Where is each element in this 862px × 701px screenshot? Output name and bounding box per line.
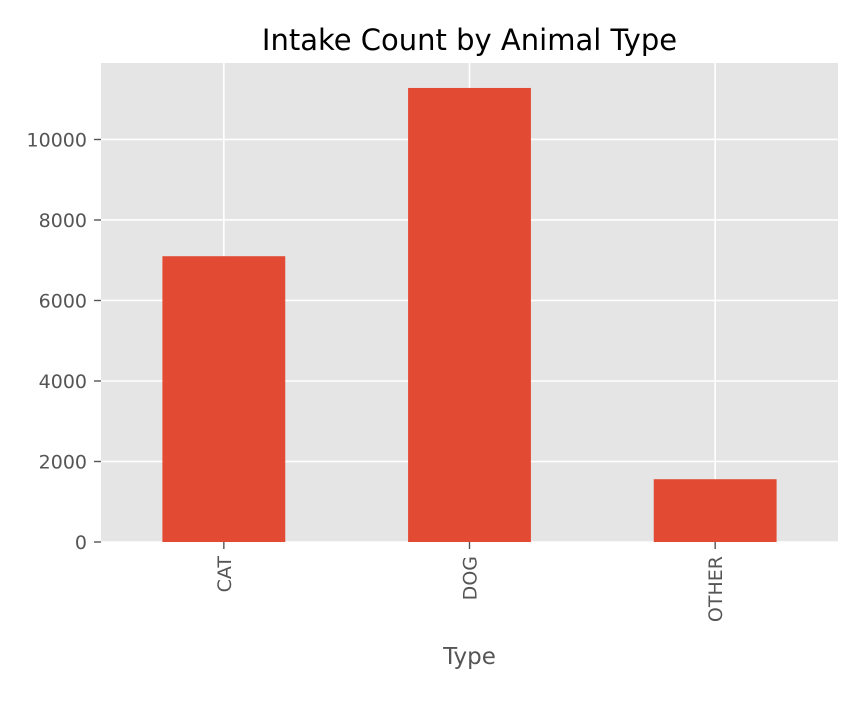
axis-ticks: 0 2000 4000 6000 8000 10000 CAT DOG OTHER [27, 129, 728, 622]
x-tick-label: DOG [460, 556, 482, 600]
y-tick-label: 8000 [39, 210, 87, 232]
y-tick-label: 0 [75, 532, 87, 554]
y-tick-label: 6000 [39, 290, 87, 312]
y-tick-label: 10000 [27, 129, 87, 151]
bar-other [653, 479, 777, 542]
bars [162, 87, 777, 542]
chart-title: Intake Count by Animal Type [262, 23, 677, 57]
bar-dog [408, 87, 531, 542]
y-tick-label: 4000 [39, 371, 87, 393]
x-tick-label: OTHER [705, 556, 727, 622]
x-tick-label: CAT [214, 556, 236, 593]
y-tick-label: 2000 [39, 451, 87, 473]
bar-cat [162, 256, 286, 542]
x-axis-label: Type [442, 644, 496, 670]
